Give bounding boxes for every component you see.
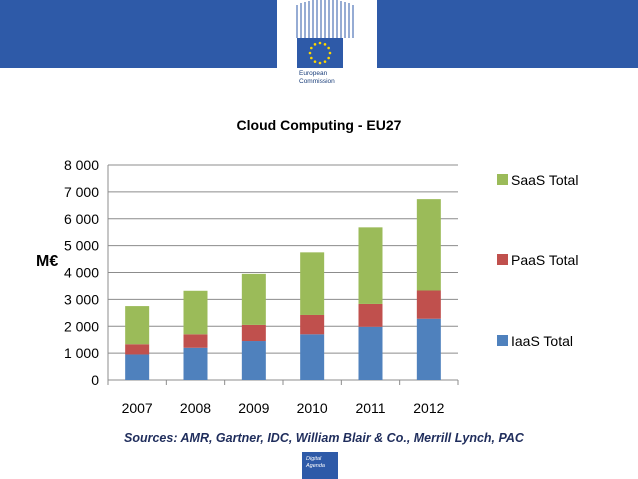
footer-line2: Agenda xyxy=(306,463,325,469)
y-tick-label: 2 000 xyxy=(64,318,99,334)
digital-agenda-text: Digital Agenda xyxy=(306,456,325,470)
bar-paas-2011 xyxy=(358,303,383,327)
bar-iaas-2007 xyxy=(125,354,150,380)
y-tick-label: 8 000 xyxy=(64,157,99,173)
y-tick-label: 7 000 xyxy=(64,184,99,200)
digital-agenda-badge: Digital Agenda xyxy=(302,452,338,479)
flag-star xyxy=(308,51,312,55)
eu-flag-icon xyxy=(297,38,343,68)
bar-iaas-2010 xyxy=(300,334,325,380)
flag-star xyxy=(313,60,317,63)
bar-iaas-2012 xyxy=(416,318,441,380)
bar-iaas-2008 xyxy=(183,347,208,380)
bar-iaas-2011 xyxy=(358,326,383,380)
bar-iaas-2009 xyxy=(241,341,266,380)
flag-star xyxy=(318,41,322,45)
y-tick-label: 0 xyxy=(91,372,99,388)
y-axis-label: M€ xyxy=(36,253,59,270)
european-commission-logo: European Commission xyxy=(277,0,377,92)
legend-label-paas: PaaS Total xyxy=(511,252,579,268)
org-line2: Commission xyxy=(299,78,335,85)
legend-label-saas: SaaS Total xyxy=(511,172,579,188)
flag-star xyxy=(327,46,330,50)
bar-saas-2008 xyxy=(183,290,208,335)
legend-item-saas: SaaS Total xyxy=(497,172,578,188)
x-tick-label: 2007 xyxy=(122,400,153,416)
chart-title: Cloud Computing - EU27 xyxy=(236,117,402,133)
y-tick-label: 5 000 xyxy=(64,238,99,254)
x-tick-label: 2009 xyxy=(238,400,269,416)
y-tick-label: 3 000 xyxy=(64,291,99,307)
x-tick-label: 2011 xyxy=(355,400,385,416)
flag-star xyxy=(323,60,327,63)
bar-saas-2009 xyxy=(241,273,266,325)
flag-star xyxy=(323,43,327,46)
bar-paas-2012 xyxy=(416,290,441,319)
legend-swatch-paas xyxy=(497,254,508,265)
legend-swatch-iaas xyxy=(497,335,508,346)
footer-line1: Digital xyxy=(306,456,322,462)
bar-paas-2009 xyxy=(241,324,266,342)
org-line1: European xyxy=(299,70,328,77)
flag-star xyxy=(310,46,313,50)
bar-saas-2012 xyxy=(416,199,441,291)
bar-paas-2007 xyxy=(125,344,150,355)
organization-name: European Commission xyxy=(299,70,335,86)
sources-note: Sources: AMR, Gartner, IDC, William Blai… xyxy=(124,431,524,445)
flag-star xyxy=(318,61,322,65)
flag-star xyxy=(327,56,330,60)
flag-star xyxy=(328,51,332,55)
bar-paas-2008 xyxy=(183,334,208,348)
flag-star xyxy=(310,56,313,60)
legend-label-iaas: IaaS Total xyxy=(511,333,574,349)
y-tick-label: 1 000 xyxy=(64,345,99,361)
legend-item-iaas: IaaS Total xyxy=(497,333,573,349)
legend-swatch-saas xyxy=(497,174,508,185)
bar-paas-2010 xyxy=(300,314,325,335)
x-tick-label: 2012 xyxy=(413,400,444,416)
bar-saas-2011 xyxy=(358,227,383,304)
bar-saas-2007 xyxy=(125,306,150,345)
building-icon xyxy=(296,0,354,38)
legend-item-paas: PaaS Total xyxy=(497,252,578,268)
x-tick-label: 2010 xyxy=(297,400,328,416)
bar-saas-2010 xyxy=(300,252,325,315)
y-tick-label: 6 000 xyxy=(64,211,99,227)
y-tick-label: 4 000 xyxy=(64,265,99,281)
flag-star xyxy=(313,43,317,46)
x-tick-label: 2008 xyxy=(180,400,211,416)
